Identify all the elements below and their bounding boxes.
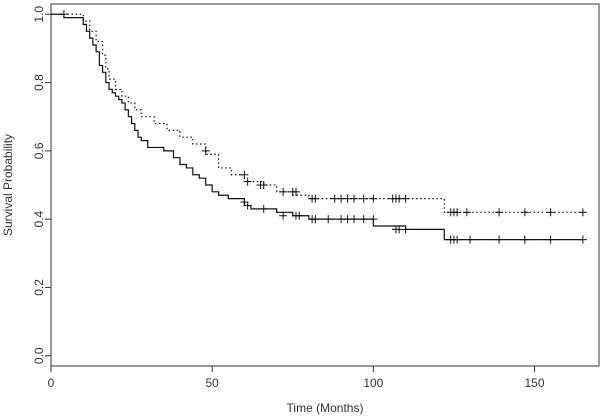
y-tick-label: 0.8 [32,74,46,91]
x-axis: 0 50 100 150 [48,366,545,390]
series-layer [51,10,587,244]
y-axis-title: Survival Probability [1,134,15,236]
censor-marks-dotted [201,146,587,217]
y-tick-label: 0.2 [32,279,46,296]
y-axis: 0.0 0.2 0.4 0.6 0.8 1.0 [32,6,51,364]
x-axis-title: Time (Months) [287,401,364,415]
y-tick-label: 1.0 [32,6,46,23]
x-tick-label: 50 [205,376,219,390]
x-tick-label: 100 [363,376,383,390]
y-tick-label: 0.0 [32,347,46,364]
censor-marks-solid [59,10,587,244]
plot-frame [50,3,600,367]
y-tick-label: 0.6 [32,142,46,159]
y-tick-label: 0.4 [32,210,46,227]
x-tick-label: 150 [525,376,545,390]
survival-curve-dotted [51,13,583,213]
survival-curve-solid [51,13,583,241]
x-tick-label: 0 [48,376,55,390]
